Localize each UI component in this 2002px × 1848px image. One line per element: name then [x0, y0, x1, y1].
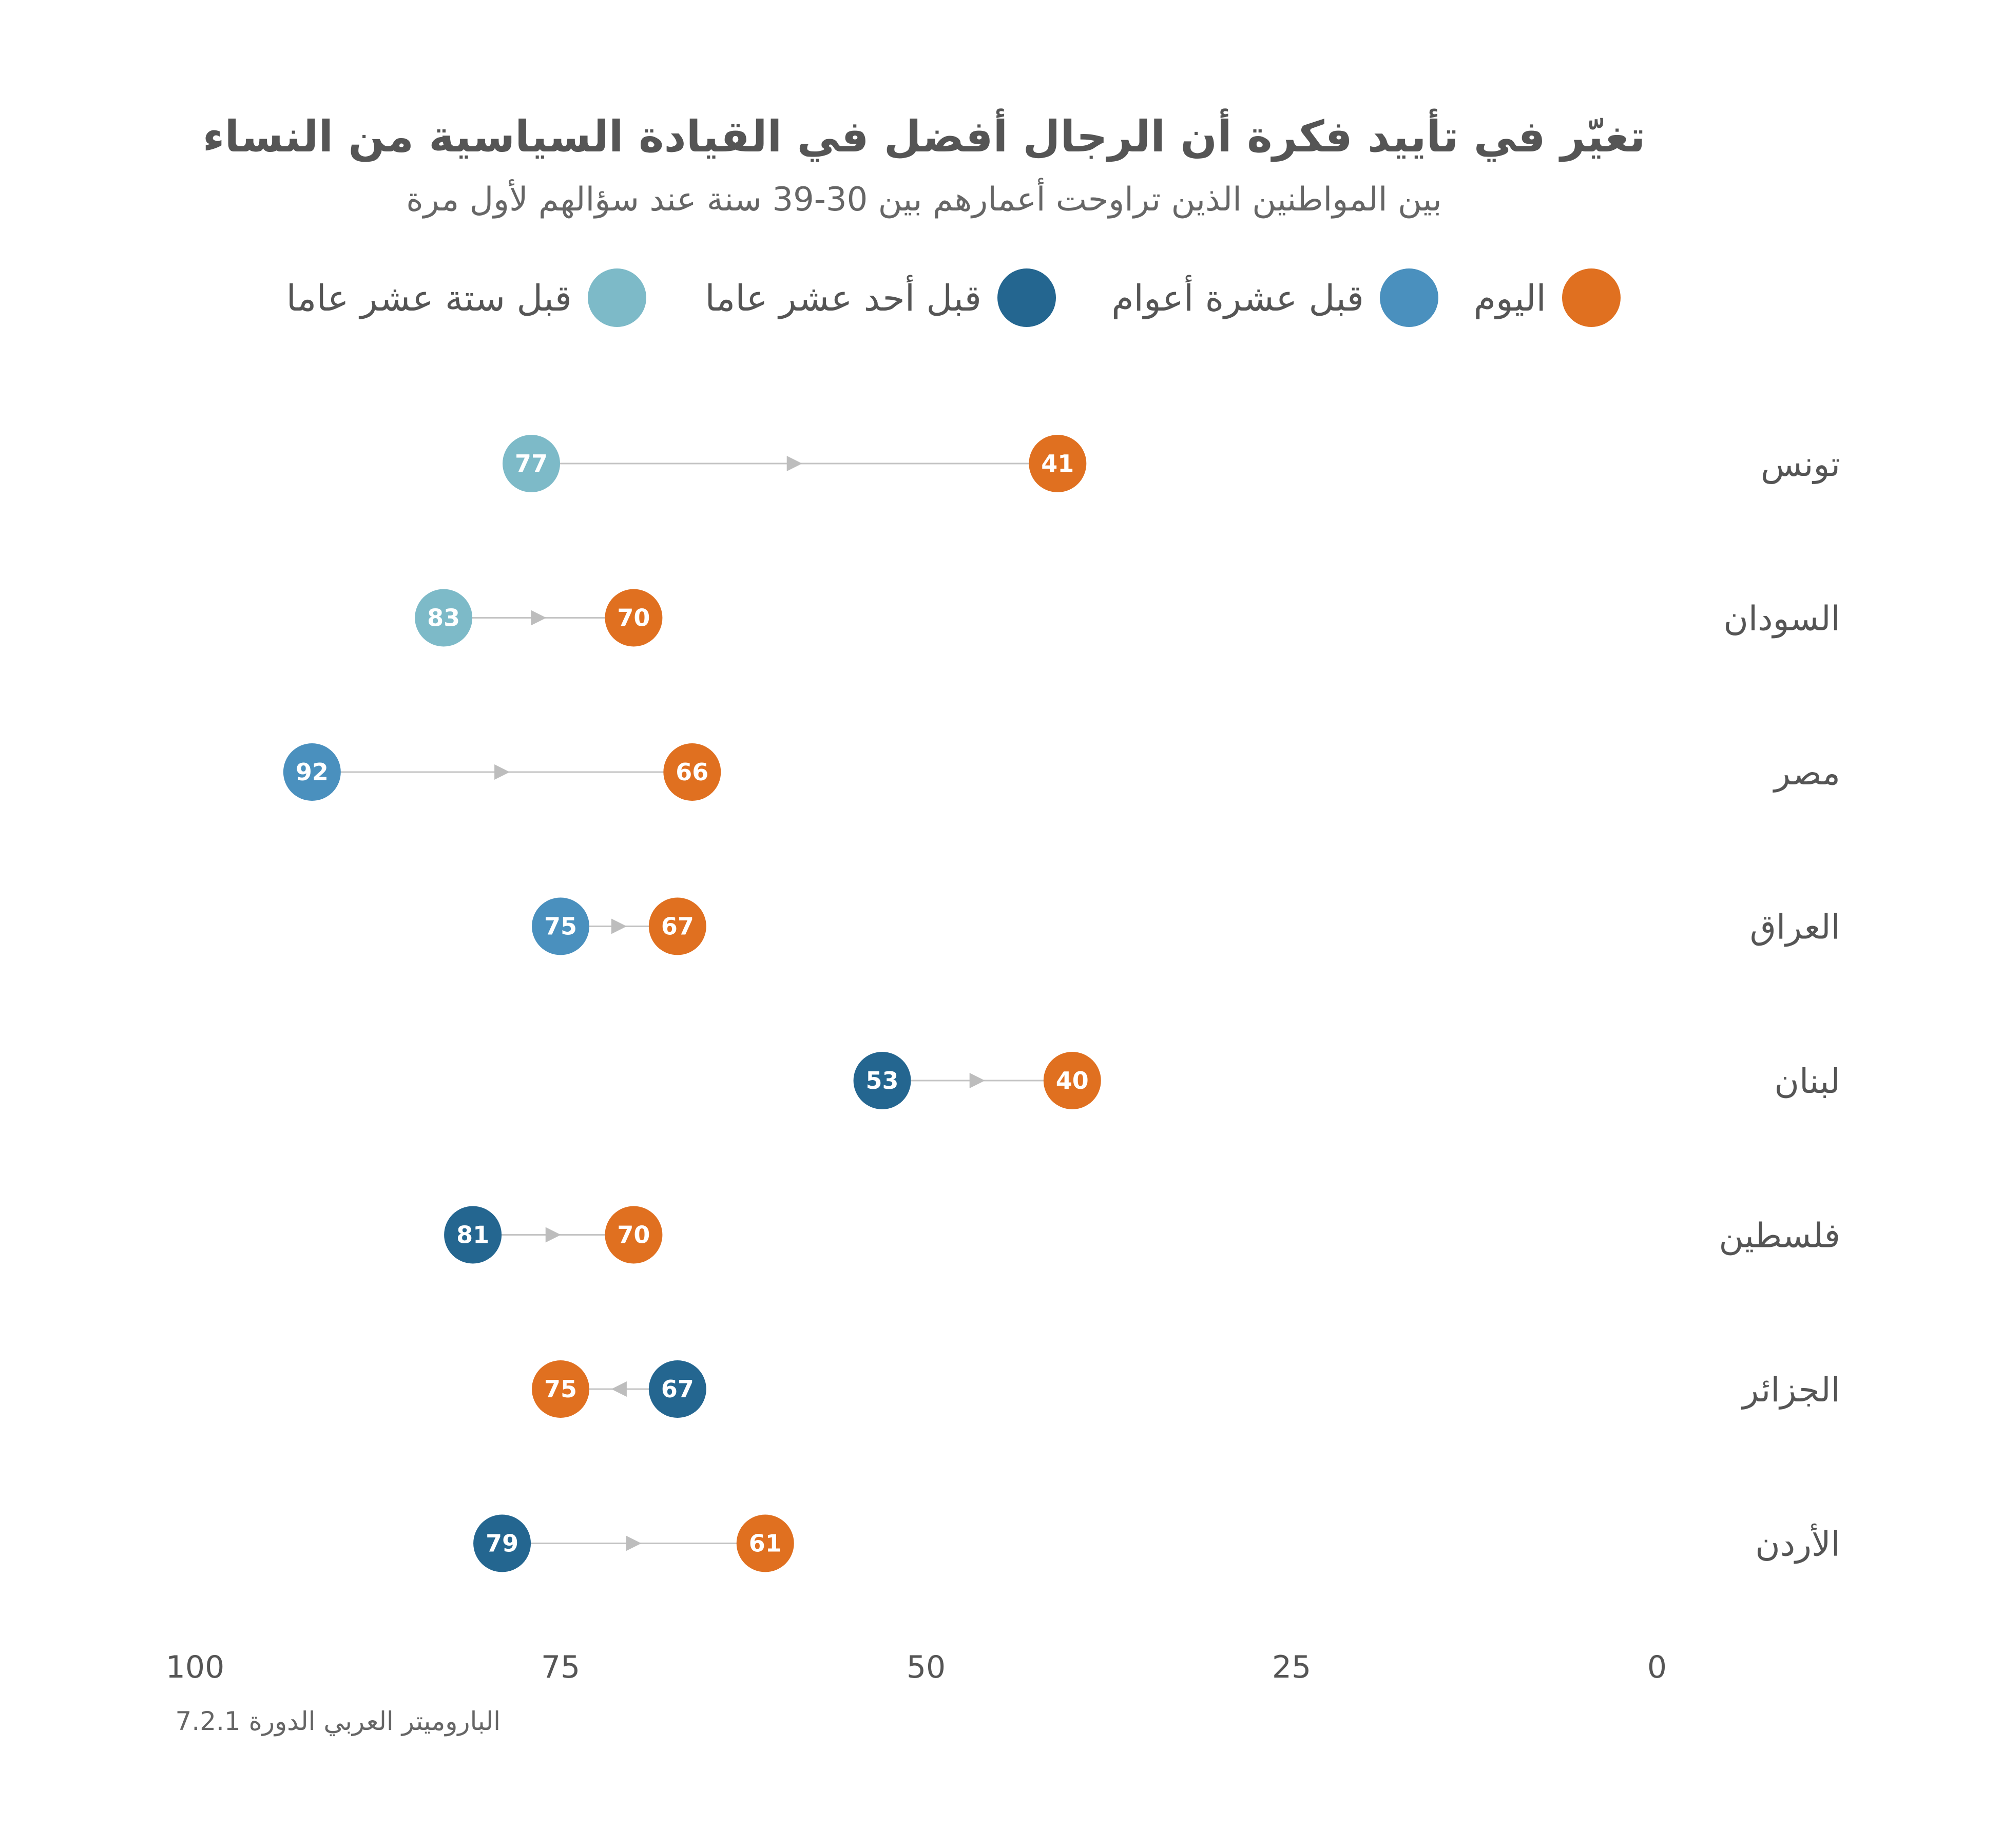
dot-earlier	[473, 1514, 531, 1572]
legend-label-ten: قبل عشرة أعوام	[1111, 275, 1364, 319]
row-0: 77 41 تونس	[503, 435, 1840, 492]
change-arrow	[611, 1381, 627, 1397]
legend-swatch-eleven	[997, 268, 1056, 327]
legend-swatch-today	[1562, 268, 1621, 327]
dot-earlier	[532, 897, 589, 955]
dot-today	[605, 589, 663, 647]
dot-today-label: 66	[676, 758, 708, 786]
chart-title: تغيّر في تأييد فكرة أن الرجال أفضل في ال…	[203, 108, 1646, 162]
dot-today-label: 40	[1056, 1067, 1089, 1094]
dot-today-label: 61	[749, 1530, 782, 1557]
dot-today	[1043, 1052, 1101, 1109]
dot-today	[532, 1360, 589, 1418]
dot-earlier	[283, 743, 341, 801]
row-7: 79 61 الأردن	[473, 1514, 1840, 1572]
dot-earlier-label: 67	[661, 1375, 694, 1403]
change-arrow	[786, 456, 802, 471]
change-arrow	[531, 610, 547, 626]
change-arrow	[494, 764, 510, 780]
legend-swatch-sixteen	[588, 268, 646, 327]
dot-earlier	[444, 1206, 502, 1264]
country-label: العراق	[1750, 908, 1840, 947]
country-label: الأردن	[1755, 1523, 1840, 1564]
row-1: 83 70 السودان	[415, 589, 1840, 647]
row-4: 53 40 لبنان	[853, 1052, 1840, 1109]
x-axis: 100 75 50 25 0	[166, 1649, 1667, 1685]
tick-label: 50	[907, 1649, 946, 1685]
legend-swatch-ten	[1380, 268, 1438, 327]
dot-earlier-label: 77	[515, 450, 548, 477]
country-label: تونس	[1761, 445, 1840, 484]
country-label: السودان	[1723, 599, 1840, 639]
dot-today-label: 70	[617, 604, 650, 632]
row-2: 92 66 مصر	[283, 743, 1840, 801]
dot-today	[648, 897, 706, 955]
dot-earlier-label: 53	[866, 1067, 899, 1094]
legend: اليوم قبل عشرة أعوام قبل أحد عشر عاما قبل س…	[286, 268, 1621, 327]
change-arrow	[626, 1535, 642, 1551]
tick-label: 0	[1647, 1649, 1667, 1685]
dot-today-label: 41	[1041, 450, 1074, 477]
dot-earlier-label: 92	[296, 758, 329, 786]
change-arrow	[969, 1073, 985, 1088]
dot-earlier-label: 81	[456, 1221, 489, 1249]
legend-label-eleven: قبل أحد عشر عاما	[705, 275, 981, 319]
legend-label-today: اليوم	[1474, 277, 1546, 319]
dot-today-label: 70	[617, 1221, 650, 1249]
tick-label: 75	[541, 1649, 580, 1685]
dot-today	[736, 1514, 794, 1572]
dot-earlier-label: 79	[486, 1530, 518, 1557]
dot-earlier	[415, 589, 473, 647]
country-label: لبنان	[1774, 1062, 1840, 1101]
change-arrow	[545, 1227, 561, 1243]
row-3: 75 67 العراق	[532, 897, 1840, 955]
dot-today-label: 75	[544, 1375, 577, 1403]
tick-label: 25	[1272, 1649, 1311, 1685]
dot-today	[605, 1206, 663, 1264]
tick-label: 100	[166, 1649, 225, 1685]
change-arrow	[611, 918, 627, 934]
country-label: مصر	[1773, 753, 1840, 793]
dot-earlier	[648, 1360, 706, 1418]
plot-area: 77 41 تونس 83 70 السودان 92 66 مصر 75 67 العراق 53 40…	[283, 435, 1840, 1572]
chart-subtitle: بين المواطنين الذين تراوحت أعمارهم بين 3…	[406, 178, 1442, 219]
dot-earlier	[503, 435, 561, 492]
dot-today-label: 67	[661, 913, 694, 940]
row-6: 67 75 الجزائر	[532, 1360, 1840, 1418]
country-label: فلسطين	[1719, 1216, 1840, 1256]
dot-earlier-label: 83	[427, 604, 460, 632]
dot-earlier	[853, 1052, 911, 1109]
dot-today	[1029, 435, 1087, 492]
legend-label-sixteen: قبل ستة عشر عاما	[286, 277, 572, 319]
country-label: الجزائر	[1741, 1370, 1840, 1410]
dot-earlier-label: 75	[544, 913, 577, 940]
dot-today	[663, 743, 721, 801]
row-5: 81 70 فلسطين	[444, 1206, 1840, 1264]
source-note: الباروميتر العربي الدورة 7.2.1	[176, 1706, 500, 1737]
